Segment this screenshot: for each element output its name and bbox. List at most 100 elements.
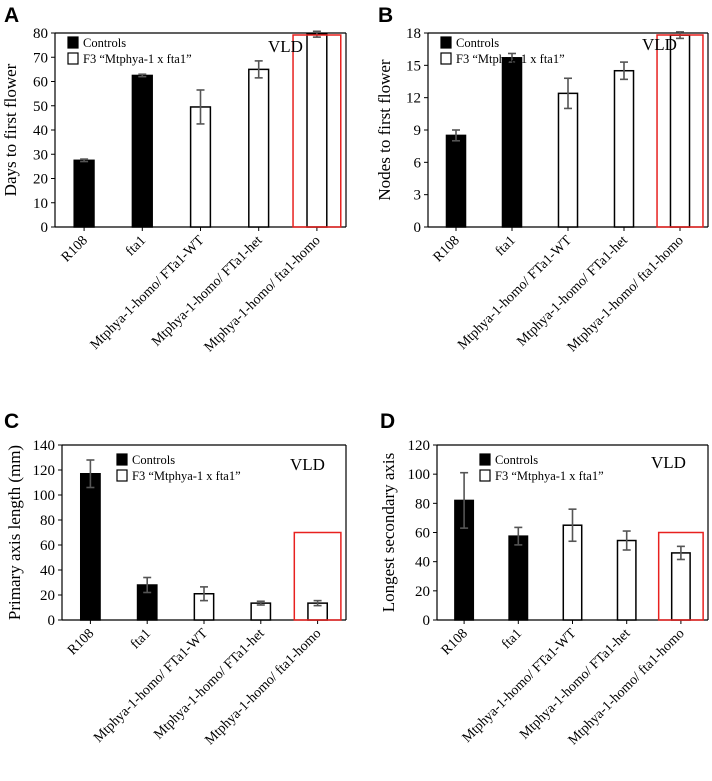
y-tick-label: 70 [33,50,48,66]
y-tick-label: 20 [415,584,430,600]
legend-swatch [440,52,452,65]
highlight-box [292,34,342,228]
bar [189,106,212,228]
y-tick-label: 40 [415,555,430,571]
bar [670,552,691,621]
y-tick-label: 100 [33,488,56,504]
bar [508,535,529,621]
x-tick-label: R108 [431,233,463,265]
y-tick-label: 20 [40,588,55,604]
panel-letter: B [378,4,393,27]
legend-swatch [116,453,128,466]
legend: Controls F3 “Mtphya-1 x fta1” [116,453,241,483]
legend: Controls F3 “Mtphya-1 x fta1” [67,36,192,66]
y-axis-label: Primary axis length (mm) [5,445,24,620]
y-tick-label: 6 [414,155,422,171]
legend: Controls F3 “Mtphya-1 x fta1” [479,453,604,483]
condition-label: VLD [651,453,686,472]
y-tick-label: 80 [415,496,430,512]
panel-b: B 0 3 6 9 12 15 18 Nodes to first flower R108 fta1… [375,4,709,355]
x-tick-label: Mtphya-1-homo/ FTa1-WT [460,626,580,746]
bar [306,33,328,228]
x-tick-label: Mtphya-1-homo/ fta1-homo [566,626,688,748]
y-tick-label: 0 [41,220,49,236]
x-tick-label: Mtphya-1-homo/ fta1-homo [202,233,324,355]
x-tick-label: R108 [59,233,91,265]
condition-label: VLD [290,455,325,474]
x-tick-label: fta1 [499,626,525,652]
x-tick-label: R108 [65,626,97,658]
x-tick-label: fta1 [493,233,519,259]
y-tick-label: 15 [406,58,421,74]
panel-letter: A [4,4,19,27]
x-tick-label: Mtphya-1-homo/ FTa1-WT [88,233,208,353]
panel-a: A 0 10 20 30 40 50 60 70 80 Days to first flower R1… [1,4,347,355]
bar [613,69,635,228]
legend-label: Controls [456,36,499,50]
panel-letter: D [380,410,395,433]
condition-label: VLD [642,35,677,54]
panel-d: D 0 20 40 60 80 100 120 Longest secondary axis R1… [379,410,709,748]
y-tick-label: 3 [414,188,422,204]
y-axis-label: Longest secondary axis [379,453,398,613]
legend-label: F3 “Mtphya-1 x fta1” [456,52,565,66]
legend-label: F3 “Mtphya-1 x fta1” [132,469,241,483]
y-axis-label: Days to first flower [1,63,20,196]
legend-label: Controls [132,453,175,467]
bar [79,473,101,621]
y-tick-label: 60 [40,538,55,554]
legend-swatch [116,469,128,482]
x-tick-label: Mtphya-1-homo/ FTa1-het [151,626,267,742]
x-tick-label: Mtphya-1-homo/ FTa1-het [515,233,631,349]
y-tick-label: 80 [40,513,55,529]
highlight-box [293,531,342,621]
y-tick-label: 10 [33,196,48,212]
y-tick-label: 0 [414,220,422,236]
y-tick-label: 50 [33,99,48,115]
highlight-box [656,34,704,228]
y-tick-label: 12 [406,91,421,107]
bar [131,74,153,228]
y-tick-label: 40 [40,563,55,579]
legend-swatch [479,453,491,466]
y-tick-label: 0 [423,613,431,629]
y-tick-label: 9 [414,123,422,139]
bar [557,92,579,228]
x-tick-label: Mtphya-1-homo/ fta1-homo [202,626,324,748]
condition-label: VLD [268,37,303,56]
legend: Controls F3 “Mtphya-1 x fta1” [440,36,565,66]
legend-label: Controls [495,453,538,467]
y-tick-label: 18 [406,26,421,42]
x-tick-label: Mtphya-1-homo/ FTa1-WT [455,233,575,353]
y-axis-label: Nodes to first flower [375,59,394,201]
bar [73,159,95,228]
y-tick-label: 120 [408,438,431,454]
y-tick-label: 20 [33,172,48,188]
x-tick-label: Mtphya-1-homo/ FTa1-het [517,626,633,742]
legend-label: Controls [83,36,126,50]
y-tick-label: 60 [415,526,430,542]
y-tick-label: 80 [33,26,48,42]
y-tick-label: 60 [33,75,48,91]
legend-swatch [67,36,79,49]
legend-swatch [440,36,452,49]
x-tick-label: Mtphya-1-homo/ FTa1-WT [91,626,211,746]
panel-c: C 0 20 40 60 80 100 120 140 Primary axis length (… [4,410,347,748]
x-tick-label: Mtphya-1-homo/ fta1-homo [565,233,687,355]
y-tick-label: 0 [48,613,56,629]
y-tick-label: 120 [33,463,56,479]
bar [616,539,637,621]
bar [669,34,691,228]
y-tick-label: 30 [33,147,48,163]
y-tick-label: 140 [33,438,56,454]
x-tick-label: fta1 [128,626,154,652]
highlight-box [657,531,704,621]
y-tick-label: 100 [408,467,431,483]
x-tick-label: fta1 [123,233,149,259]
x-tick-label: R108 [439,626,471,658]
legend-label: F3 “Mtphya-1 x fta1” [83,52,192,66]
y-tick-label: 40 [33,123,48,139]
legend-swatch [67,52,79,65]
legend-swatch [479,469,491,482]
